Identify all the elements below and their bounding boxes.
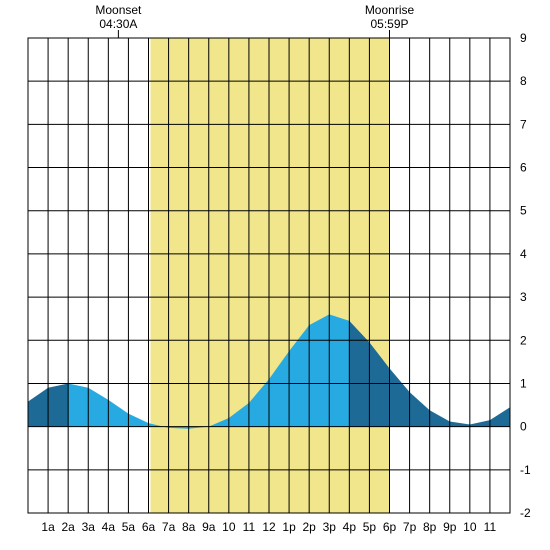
moonrise-time-label: 05:59P bbox=[370, 17, 408, 31]
y-tick-label: -2 bbox=[520, 506, 531, 520]
moonset-label: Moonset bbox=[95, 3, 142, 17]
x-tick-label: 3p bbox=[323, 520, 337, 534]
x-tick-label: 2p bbox=[302, 520, 316, 534]
x-tick-label: 12 bbox=[262, 520, 276, 534]
moonrise-label: Moonrise bbox=[365, 3, 415, 17]
y-tick-label: 7 bbox=[520, 117, 527, 131]
y-tick-label: 5 bbox=[520, 204, 527, 218]
x-tick-label: 8p bbox=[423, 520, 437, 534]
y-tick-label: 4 bbox=[520, 247, 527, 261]
y-tick-label: 1 bbox=[520, 376, 527, 390]
x-tick-label: 10 bbox=[222, 520, 236, 534]
moonset-time-label: 04:30A bbox=[99, 17, 137, 31]
x-tick-label: 5a bbox=[122, 520, 136, 534]
x-tick-label: 4p bbox=[343, 520, 357, 534]
x-tick-label: 6a bbox=[142, 520, 156, 534]
x-tick-label: 5p bbox=[363, 520, 377, 534]
y-tick-label: 6 bbox=[520, 161, 527, 175]
y-tick-label: 3 bbox=[520, 290, 527, 304]
x-tick-label: 3a bbox=[82, 520, 96, 534]
x-tick-label: 1a bbox=[41, 520, 55, 534]
y-tick-label: 2 bbox=[520, 333, 527, 347]
x-tick-label: 11 bbox=[484, 520, 497, 534]
y-tick-label: 0 bbox=[520, 420, 527, 434]
x-tick-label: 8a bbox=[182, 520, 196, 534]
chart-svg: 1a2a3a4a5a6a7a8a9a1011121p2p3p4p5p6p7p8p… bbox=[0, 0, 550, 550]
x-tick-label: 9p bbox=[443, 520, 457, 534]
tide-chart: 1a2a3a4a5a6a7a8a9a1011121p2p3p4p5p6p7p8p… bbox=[0, 0, 550, 550]
x-tick-label: 7a bbox=[162, 520, 176, 534]
x-tick-label: 9a bbox=[202, 520, 216, 534]
x-tick-label: 1p bbox=[282, 520, 296, 534]
y-tick-label: -1 bbox=[520, 463, 531, 477]
x-tick-label: 11 bbox=[243, 520, 256, 534]
x-tick-label: 6p bbox=[383, 520, 397, 534]
x-tick-label: 4a bbox=[102, 520, 116, 534]
y-tick-label: 9 bbox=[520, 31, 527, 45]
x-tick-label: 7p bbox=[403, 520, 417, 534]
x-tick-label: 10 bbox=[463, 520, 477, 534]
y-tick-label: 8 bbox=[520, 74, 527, 88]
x-tick-label: 2a bbox=[61, 520, 75, 534]
